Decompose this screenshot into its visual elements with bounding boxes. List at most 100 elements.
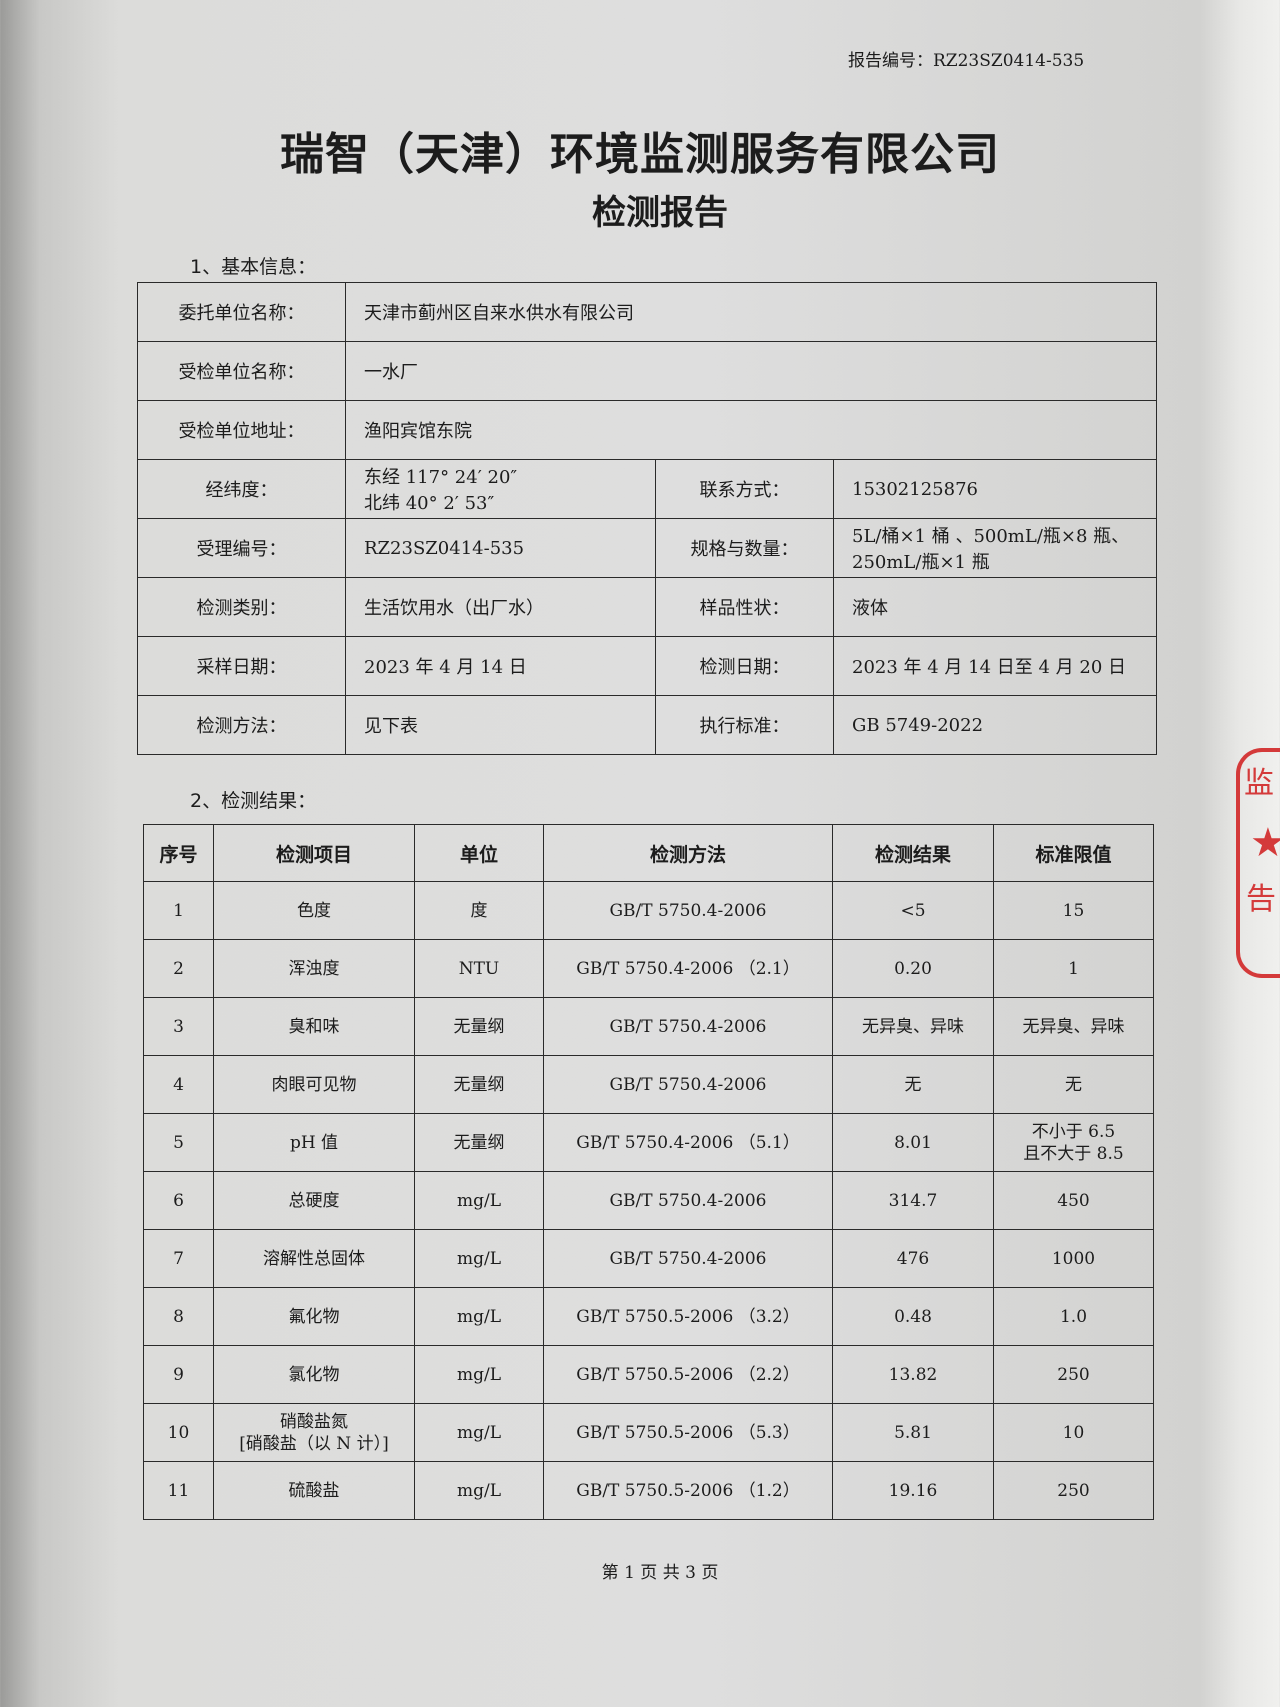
company-name: 瑞智（天津）环境监测服务有限公司 xyxy=(280,129,1000,180)
info-row-address: 受检单位地址： 渔阳宾馆东院 xyxy=(137,400,1157,460)
row-number: 8 xyxy=(143,1287,214,1346)
spec-line-1: 5L/桶×1 桶 、500mL/瓶×8 瓶、 xyxy=(852,526,1130,547)
standard-limit: 无 xyxy=(993,1055,1154,1114)
sampling-date-value: 2023 年 4 月 14 日 xyxy=(345,636,656,696)
table-row: 7 溶解性总固体 mg/L GB/T 5750.4-2006 476 1000 xyxy=(143,1229,1154,1288)
longitude: 东经 117° 24′ 20″ xyxy=(364,467,518,488)
col-header-result: 检测结果 xyxy=(832,824,994,882)
unit: mg/L xyxy=(414,1345,544,1404)
info-row-dates: 采样日期： 2023 年 4 月 14 日检测日期： 2023 年 4 月 14 日… xyxy=(137,636,1157,696)
results-table: 序号 检测项目 单位 检测方法 检测结果 标准限值 1 色度度 GB/T 5750.… xyxy=(143,824,1154,1520)
info-row-category: 检测类别： 生活饮用水（出厂水） 样品性状： 液体 xyxy=(137,577,1157,637)
row-number: 4 xyxy=(143,1055,214,1114)
table-row: 3 臭和味 无量纲 GB/T 5750.4-2006 无异臭、异味 无异臭、异味 xyxy=(143,997,1154,1056)
test-method: GB/T 5750.4-2006 （2.1） xyxy=(543,939,833,998)
row-number: 7 xyxy=(143,1229,214,1288)
table-row: 5 pH 值无量纲 GB/T 5750.4-2006 （5.1） 8.01 不小于 6.… xyxy=(143,1113,1154,1172)
test-item: 肉眼可见物 xyxy=(213,1055,415,1114)
test-result: 8.01 xyxy=(832,1113,994,1172)
test-result: 5.81 xyxy=(832,1403,994,1462)
coords-label: 经纬度： xyxy=(137,459,346,519)
test-result: 476 xyxy=(832,1229,994,1288)
inspected-value: 一水厂 xyxy=(345,341,1157,401)
contact-value: 15302125876 xyxy=(833,459,1157,519)
unit: 无量纲 xyxy=(414,997,544,1056)
sample-label: 样品性状： xyxy=(655,577,834,637)
col-header-unit: 单位 xyxy=(414,824,544,882)
method-value: 见下表 xyxy=(345,695,656,755)
test-item: 溶解性总固体 xyxy=(213,1229,415,1288)
unit: 度 xyxy=(414,881,544,940)
test-item: 氯化物 xyxy=(213,1345,415,1404)
test-method: GB/T 5750.5-2006 （2.2） xyxy=(543,1345,833,1404)
standard-limit: 10 xyxy=(993,1403,1154,1462)
test-method: GB/T 5750.4-2006 xyxy=(543,881,833,940)
test-item: 硫酸盐 xyxy=(213,1461,415,1520)
client-value: 天津市蓟州区自来水供水有限公司 xyxy=(345,282,1157,342)
category-value: 生活饮用水（出厂水） xyxy=(345,577,656,637)
inspected-label: 受检单位名称： xyxy=(137,341,346,401)
test-date-label: 检测日期： xyxy=(655,636,834,696)
coords-value: 东经 117° 24′ 20″ 北纬 40° 2′ 53″ xyxy=(345,459,656,519)
basic-info-table: 委托单位名称： 天津市蓟州区自来水供水有限公司 受检单位名称： 一水厂 受检单位地址… xyxy=(137,282,1157,755)
acceptance-label: 受理编号： xyxy=(137,518,346,578)
section-results-heading: 2、检测结果： xyxy=(190,790,317,812)
standard-limit: 250 xyxy=(993,1345,1154,1404)
method-label: 检测方法： xyxy=(137,695,346,755)
test-method: GB/T 5750.4-2006 xyxy=(543,1055,833,1114)
col-header-no: 序号 xyxy=(143,824,214,882)
contact-label: 联系方式： xyxy=(655,459,834,519)
unit: mg/L xyxy=(414,1461,544,1520)
client-label: 委托单位名称： xyxy=(137,282,346,342)
info-row-method: 检测方法： 见下表 执行标准： GB 5749-2022 xyxy=(137,695,1157,755)
info-row-coords: 经纬度： 东经 117° 24′ 20″ 北纬 40° 2′ 53″ 联系方式： 153… xyxy=(137,459,1157,519)
test-method: GB/T 5750.4-2006 xyxy=(543,1229,833,1288)
test-method: GB/T 5750.5-2006 （3.2） xyxy=(543,1287,833,1346)
col-header-method: 检测方法 xyxy=(543,824,833,882)
table-row: 1 色度度 GB/T 5750.4-2006 <5 15 xyxy=(143,881,1154,940)
table-row: 4 肉眼可见物 无量纲 GB/T 5750.4-2006 无无 xyxy=(143,1055,1154,1114)
spec-label: 规格与数量： xyxy=(655,518,834,578)
standard-limit: 15 xyxy=(993,881,1154,940)
test-item: 臭和味 xyxy=(213,997,415,1056)
row-number: 6 xyxy=(143,1171,214,1230)
standard-limit: 不小于 6.5 且不大于 8.5 xyxy=(993,1113,1154,1172)
row-number: 9 xyxy=(143,1345,214,1404)
unit: 无量纲 xyxy=(414,1055,544,1114)
table-row: 6 总硬度 mg/L GB/T 5750.4-2006 314.7 450 xyxy=(143,1171,1154,1230)
address-label: 受检单位地址： xyxy=(137,400,346,460)
unit: mg/L xyxy=(414,1287,544,1346)
test-result: 0.20 xyxy=(832,939,994,998)
row-number: 3 xyxy=(143,997,214,1056)
info-row-client: 委托单位名称： 天津市蓟州区自来水供水有限公司 xyxy=(137,282,1157,342)
test-result: <5 xyxy=(832,881,994,940)
table-row: 10 硝酸盐氮 [硝酸盐（以 N 计）] mg/L GB/T 5750.5-2006 … xyxy=(143,1403,1154,1462)
test-result: 无 xyxy=(832,1055,994,1114)
standard-limit: 450 xyxy=(993,1171,1154,1230)
test-result: 314.7 xyxy=(832,1171,994,1230)
page-footer: 第 1 页 共 3 页 xyxy=(601,1563,719,1583)
test-item: 浑浊度 xyxy=(213,939,415,998)
test-result: 19.16 xyxy=(832,1461,994,1520)
test-method: GB/T 5750.5-2006 （1.2） xyxy=(543,1461,833,1520)
standard-value: GB 5749-2022 xyxy=(833,695,1157,755)
test-result: 13.82 xyxy=(832,1345,994,1404)
unit: NTU xyxy=(414,939,544,998)
results-header-row: 序号 检测项目 单位 检测方法 检测结果 标准限值 xyxy=(143,824,1154,882)
table-row: 9 氯化物 mg/L GB/T 5750.5-2006 （2.2） 13.82 250 xyxy=(143,1345,1154,1404)
table-row: 2 浑浊度 NTU GB/T 5750.4-2006 （2.1） 0.20 1 xyxy=(143,939,1154,998)
standard-label: 执行标准： xyxy=(655,695,834,755)
unit: 无量纲 xyxy=(414,1113,544,1172)
category-label: 检测类别： xyxy=(137,577,346,637)
test-item: pH 值 xyxy=(213,1113,415,1172)
sampling-date-label: 采样日期： xyxy=(137,636,346,696)
test-item: 硝酸盐氮 [硝酸盐（以 N 计）] xyxy=(213,1403,415,1462)
info-row-inspected: 受检单位名称： 一水厂 xyxy=(137,341,1157,401)
unit: mg/L xyxy=(414,1403,544,1462)
acceptance-value: RZ23SZ0414-535 xyxy=(345,518,656,578)
test-result: 无异臭、异味 xyxy=(832,997,994,1056)
unit: mg/L xyxy=(414,1171,544,1230)
row-number: 2 xyxy=(143,939,214,998)
test-method: GB/T 5750.4-2006 xyxy=(543,997,833,1056)
standard-limit: 1000 xyxy=(993,1229,1154,1288)
